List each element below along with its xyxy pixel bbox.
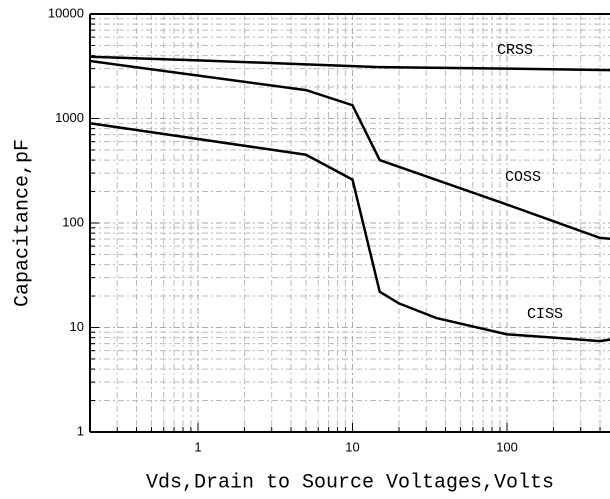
x-tick-label: 100 — [496, 439, 518, 454]
series-line — [90, 122, 610, 343]
x-tick-label: 10 — [345, 439, 359, 454]
x-tick-label: 1 — [194, 439, 201, 454]
grid — [90, 14, 610, 432]
y-tick-label: 1000 — [55, 110, 84, 125]
series-label: CISS — [527, 306, 563, 323]
y-tick-label: 10000 — [48, 5, 84, 20]
series-label: CRSS — [497, 42, 533, 59]
series-line — [90, 59, 610, 241]
series-label: COSS — [505, 169, 541, 186]
plot — [90, 55, 610, 343]
y-axis-label: Capacitance,pF — [11, 139, 34, 307]
x-axis-label: Vds,Drain to Source Voltages,Volts — [146, 471, 554, 494]
y-tick-label: 1 — [77, 423, 84, 438]
y-tick-label: 100 — [62, 214, 84, 229]
series-line — [90, 55, 610, 72]
y-tick-label: 10 — [70, 319, 84, 334]
